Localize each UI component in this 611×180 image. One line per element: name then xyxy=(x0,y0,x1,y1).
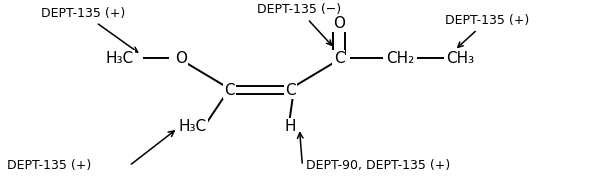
Text: CH₃: CH₃ xyxy=(447,51,475,66)
Text: O: O xyxy=(333,16,345,31)
Text: DEPT-135 (+): DEPT-135 (+) xyxy=(445,14,530,47)
Text: C: C xyxy=(334,51,344,66)
Text: DEPT-135 (+): DEPT-135 (+) xyxy=(7,159,92,172)
Text: C: C xyxy=(224,83,235,98)
Text: H₃C: H₃C xyxy=(106,51,134,66)
Text: CH₂: CH₂ xyxy=(386,51,414,66)
Text: H₃C: H₃C xyxy=(179,119,207,134)
Text: DEPT-90, DEPT-135 (+): DEPT-90, DEPT-135 (+) xyxy=(306,159,450,172)
Text: DEPT-135 (+): DEPT-135 (+) xyxy=(41,7,137,52)
Text: C: C xyxy=(285,83,296,98)
Text: O: O xyxy=(175,51,187,66)
Text: DEPT-135 (−): DEPT-135 (−) xyxy=(257,3,341,45)
Text: H: H xyxy=(285,119,296,134)
